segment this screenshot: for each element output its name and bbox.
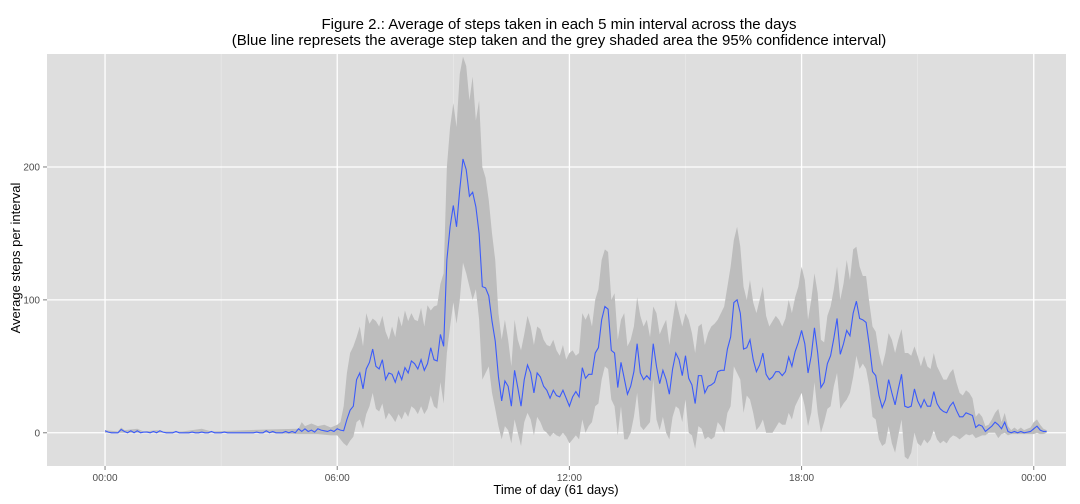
x-tick-label: 00:00 [93, 473, 118, 484]
mean-steps-line [104, 158, 1047, 434]
y-tick-label: 100 [23, 295, 40, 306]
chart-title: Figure 2.: Average of steps taken in eac… [322, 16, 797, 33]
y-tick-label: 0 [34, 428, 40, 439]
y-tick-label: 200 [23, 162, 40, 173]
chart-subtitle: (Blue line represets the average step ta… [232, 32, 887, 49]
x-tick-label: 18:00 [789, 473, 814, 484]
y-axis-title: Average steps per interval [8, 182, 23, 333]
y-axis: 0 100 200 [23, 162, 47, 439]
x-axis-title: Time of day (61 days) [493, 482, 618, 497]
x-tick-label: 06:00 [325, 473, 350, 484]
x-axis: 00:00 06:00 12:00 18:00 00:00 [93, 466, 1047, 484]
x-tick-label: 00:00 [1021, 473, 1046, 484]
x-tick-label: 12:00 [557, 473, 582, 484]
